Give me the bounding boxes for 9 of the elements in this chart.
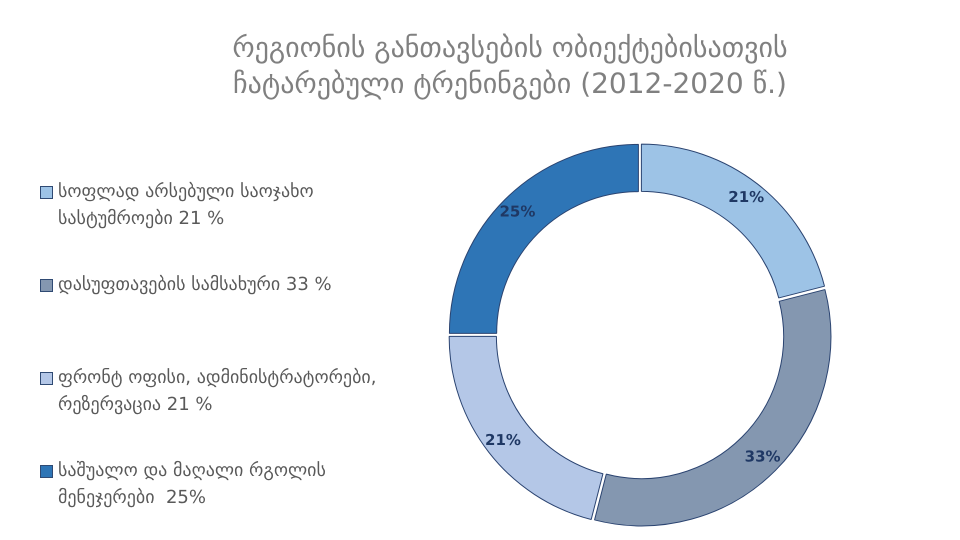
legend-label: სოფლად არსებული საოჯახო სასტუმროები 21 % [58, 180, 315, 231]
data-label: 25% [499, 202, 536, 220]
data-label: 21% [728, 188, 764, 206]
chart-title: რეგიონის განთავსების ობიექტებისათვის ჩატარებული ტრენინგები (2012-2020 წ.) [231, 30, 789, 102]
data-label: 21% [485, 431, 521, 450]
data-label: 33% [744, 447, 781, 466]
legend-label: საშუალო და მაღალი რგოლის მენეჯერები 25% [58, 459, 327, 510]
legend-label: ფრონტ ოფისი, ადმინისტრატორები, რეზერვაცია 21 % [58, 366, 378, 417]
legend-label: დასუფთავების სამსახური 33 % [58, 273, 332, 297]
